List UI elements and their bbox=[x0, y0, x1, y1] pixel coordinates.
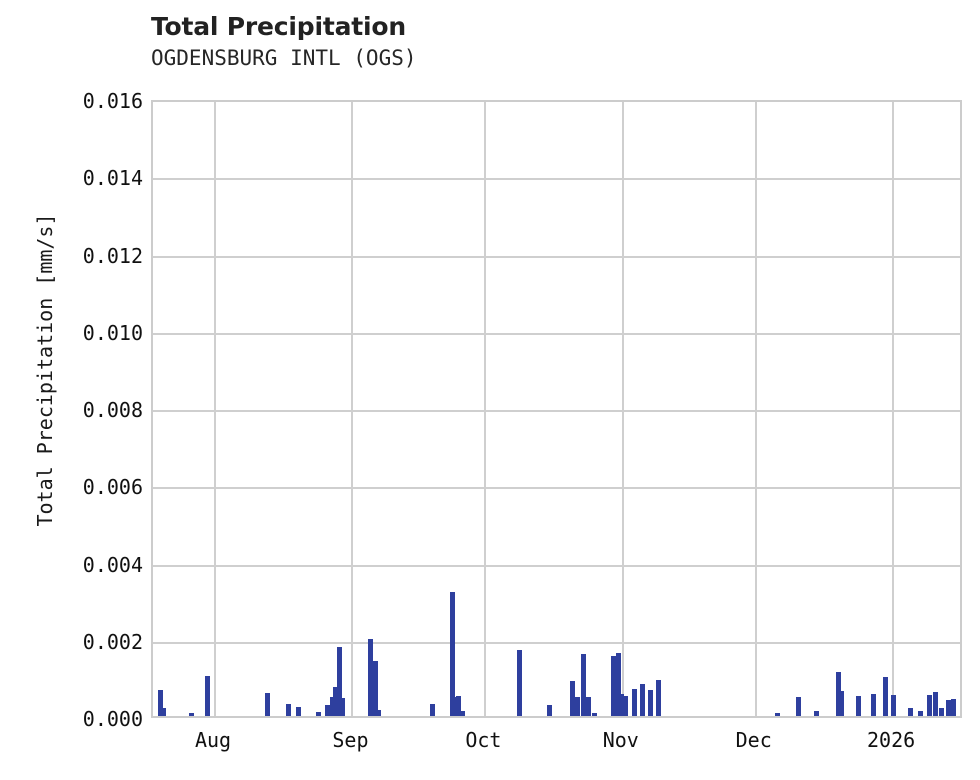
gridline-vertical bbox=[754, 102, 757, 716]
bar bbox=[631, 688, 637, 716]
bar bbox=[927, 694, 933, 716]
y-axis-tick-label: 0.014 bbox=[82, 166, 143, 191]
bar bbox=[622, 695, 628, 716]
y-axis-tick-label: 0.008 bbox=[82, 398, 143, 422]
gridline-vertical bbox=[484, 102, 487, 716]
bar bbox=[619, 693, 625, 716]
bar bbox=[376, 710, 382, 716]
x-axis-tick-label: Aug bbox=[194, 728, 232, 752]
bar bbox=[295, 707, 301, 716]
bar bbox=[449, 591, 455, 716]
bar bbox=[655, 680, 661, 716]
bar bbox=[339, 697, 345, 716]
bar bbox=[456, 695, 462, 716]
bar bbox=[918, 711, 924, 716]
y-axis-tick-label: 0.000 bbox=[82, 707, 143, 731]
bar bbox=[839, 690, 845, 716]
gridline-horizontal bbox=[153, 255, 960, 258]
y-axis-tick-label: 0.012 bbox=[82, 243, 143, 268]
gridline-vertical bbox=[892, 102, 895, 716]
bar bbox=[939, 708, 945, 716]
bar bbox=[814, 711, 820, 716]
plot-area bbox=[151, 100, 962, 718]
x-axis-tick-label: Nov bbox=[602, 728, 639, 752]
bar bbox=[933, 691, 939, 716]
bar bbox=[329, 697, 335, 716]
bar bbox=[158, 689, 164, 716]
y-axis-tick-label: 0.010 bbox=[82, 320, 143, 345]
bar bbox=[891, 694, 897, 716]
gridline-horizontal bbox=[153, 564, 960, 567]
x-axis-tick-label: Sep bbox=[332, 728, 369, 752]
gridline-vertical bbox=[621, 102, 624, 716]
bar bbox=[189, 712, 195, 716]
y-axis-label: Total Precipitation [mm/s] bbox=[33, 213, 57, 527]
bar bbox=[586, 696, 592, 716]
bar bbox=[373, 661, 379, 716]
bar bbox=[615, 653, 621, 716]
gridline-horizontal bbox=[153, 410, 960, 412]
title-block: Total Precipitation OGDENSBURG INTL (OGS… bbox=[151, 12, 851, 72]
bar bbox=[856, 695, 862, 716]
gridline-horizontal bbox=[153, 641, 960, 644]
bar bbox=[285, 704, 291, 716]
bar bbox=[591, 712, 597, 716]
bar bbox=[324, 704, 330, 716]
bar bbox=[835, 672, 841, 716]
bar-series bbox=[153, 102, 960, 716]
gridline-horizontal bbox=[153, 332, 960, 335]
gridline-horizontal bbox=[153, 178, 960, 181]
chart-subtitle: OGDENSBURG INTL (OGS) bbox=[151, 46, 417, 70]
gridline-vertical bbox=[214, 102, 217, 716]
page-title: Total Precipitation bbox=[151, 12, 406, 41]
gridline-horizontal bbox=[153, 487, 960, 490]
y-axis-tick-label: 0.016 bbox=[82, 89, 143, 113]
bar bbox=[775, 712, 781, 716]
x-axis-tick-label: 2026 bbox=[866, 728, 916, 752]
bar bbox=[429, 704, 435, 716]
bar bbox=[265, 692, 271, 716]
bar bbox=[871, 693, 877, 716]
y-axis-tick-label: 0.004 bbox=[82, 552, 143, 577]
x-axis-tick-label: Oct bbox=[465, 728, 502, 752]
bar bbox=[337, 647, 343, 716]
bar bbox=[950, 698, 956, 716]
bar bbox=[452, 696, 458, 716]
bar bbox=[882, 677, 888, 716]
bar bbox=[945, 699, 951, 716]
bar bbox=[574, 696, 580, 716]
x-axis-tick-label: Dec bbox=[735, 728, 772, 752]
bar bbox=[333, 687, 339, 716]
bar bbox=[647, 689, 653, 716]
bar bbox=[547, 704, 553, 716]
bar bbox=[315, 712, 321, 716]
bar bbox=[908, 708, 914, 716]
y-axis-tick-label: 0.006 bbox=[82, 475, 143, 500]
gridline-vertical bbox=[351, 102, 354, 716]
bar bbox=[517, 650, 523, 716]
y-axis-tick-label: 0.002 bbox=[82, 629, 143, 654]
bar bbox=[570, 681, 576, 716]
bar bbox=[367, 639, 373, 716]
bar bbox=[161, 708, 167, 716]
bar bbox=[639, 684, 645, 716]
bar bbox=[796, 696, 802, 716]
bar bbox=[205, 676, 211, 716]
bar bbox=[459, 710, 465, 716]
bar bbox=[611, 656, 617, 716]
bar bbox=[581, 654, 587, 716]
